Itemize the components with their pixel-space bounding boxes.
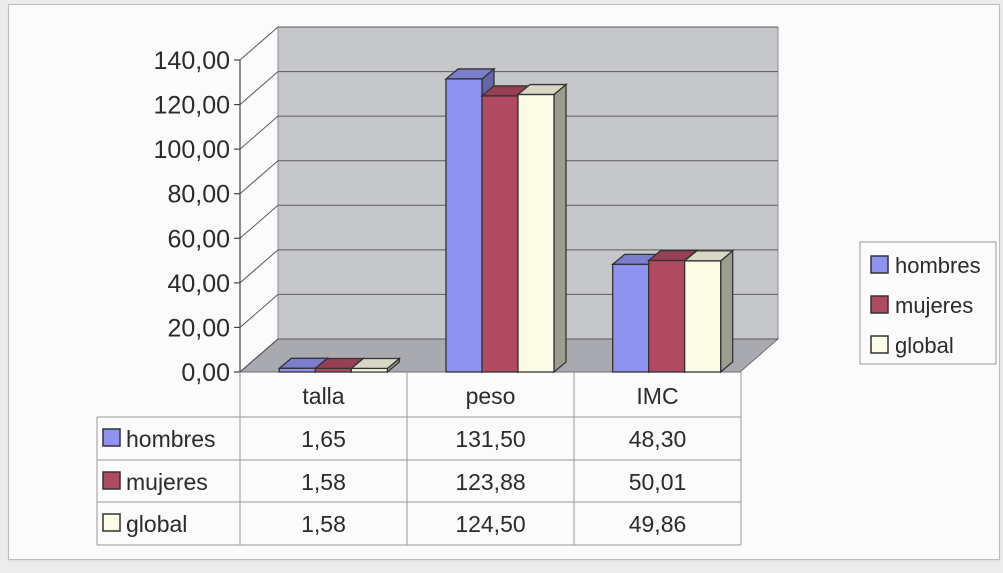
legend-label-hombres: hombres: [895, 253, 981, 278]
legend-label-mujeres: mujeres: [895, 293, 973, 318]
gridline-side: [239, 249, 279, 284]
table-row-label-global: global: [126, 511, 187, 537]
y-tick-label: 80,00: [167, 181, 230, 209]
gridline-side: [239, 26, 279, 61]
table-header-IMC: IMC: [636, 383, 678, 409]
gridline-side: [239, 294, 279, 328]
legend: hombres mujeres global: [859, 241, 997, 365]
gridline-side: [239, 160, 279, 195]
table-row-label-mujeres: mujeres: [126, 469, 208, 495]
y-tick-label: 60,00: [167, 225, 230, 253]
data-table: talla peso IMC hombres 1,65 131,50 48,30 mujere…: [96, 372, 742, 546]
table-cell: 50,01: [629, 469, 687, 495]
table-cell: 1,65: [301, 426, 346, 452]
table-row-label-hombres: hombres: [126, 426, 215, 452]
y-tick-label: 0,00: [181, 359, 230, 387]
table-legend-key-global: [102, 513, 121, 532]
table-cell: 1,58: [301, 511, 346, 537]
legend-key-global: [870, 335, 889, 354]
table-cell: 124,50: [455, 511, 525, 537]
table-header-talla: talla: [302, 383, 344, 409]
table-cell: 131,50: [455, 426, 525, 452]
table-cell: 123,88: [455, 469, 525, 495]
legend-key-mujeres: [870, 295, 889, 314]
y-tick-label: 140,00: [154, 47, 230, 75]
gridline-side: [239, 338, 279, 373]
gridline-side: [239, 204, 279, 239]
table-cell: 49,86: [629, 511, 687, 537]
bar-global-IMC: [682, 249, 735, 374]
y-tick-label: 100,00: [154, 136, 230, 164]
table-cell: 48,30: [629, 426, 687, 452]
gridline-side: [239, 115, 279, 150]
y-tick-label: 40,00: [167, 270, 230, 298]
table-legend-key-mujeres: [102, 471, 121, 490]
y-axis-ticks: 0,00 20,00 40,00 60,00 80,00 100,00 120,00 140,…: [154, 47, 240, 387]
table-legend-key-hombres: [102, 428, 121, 447]
table-header-peso: peso: [466, 383, 516, 409]
bar-global-peso: [516, 83, 568, 374]
legend-key-hombres: [870, 255, 889, 274]
legend-label-global: global: [895, 333, 954, 358]
gridline-side: [239, 71, 279, 105]
bar-global-talla: [349, 357, 402, 374]
table-cell: 1,58: [301, 469, 346, 495]
bars: [277, 67, 735, 374]
y-tick-label: 120,00: [154, 92, 230, 120]
y-tick-label: 20,00: [167, 314, 230, 342]
